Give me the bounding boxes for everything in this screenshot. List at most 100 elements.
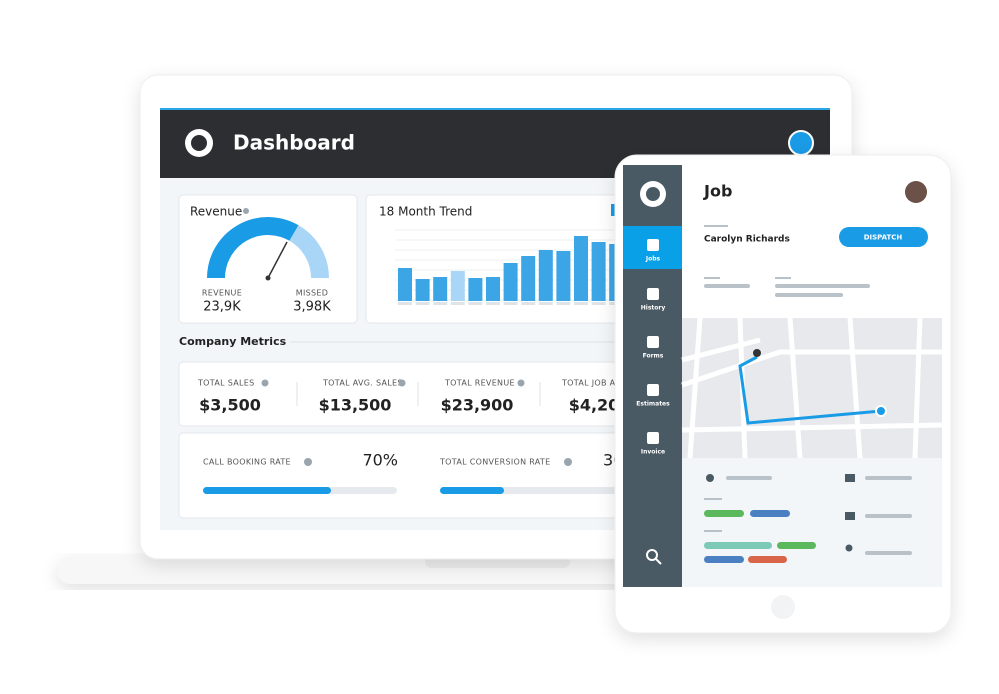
bar-shadow bbox=[415, 302, 430, 305]
gauge-needle bbox=[267, 241, 288, 279]
placeholder bbox=[726, 476, 772, 480]
bar bbox=[450, 271, 465, 301]
tag bbox=[704, 556, 744, 563]
info-icon bbox=[243, 208, 249, 214]
gauge-hub bbox=[265, 275, 271, 281]
rates-card bbox=[178, 432, 640, 519]
nav-icon[interactable] bbox=[647, 432, 659, 444]
nav-label[interactable]: Jobs bbox=[645, 256, 661, 263]
search-icon[interactable] bbox=[646, 549, 658, 561]
section-title: Company Metrics bbox=[179, 335, 287, 348]
user-icon bbox=[845, 544, 853, 552]
tablet: Jobs History Forms Estimates Invoice Job Car… bbox=[614, 154, 952, 634]
progress-fill bbox=[440, 487, 504, 494]
revenue-card bbox=[178, 194, 358, 324]
rate-value: 70% bbox=[362, 451, 398, 470]
chat-icon bbox=[845, 474, 855, 482]
tag bbox=[777, 542, 816, 549]
tag bbox=[704, 542, 772, 549]
logo-mark bbox=[646, 187, 660, 201]
job-title: Job bbox=[703, 182, 732, 201]
bar bbox=[556, 251, 571, 301]
placeholder bbox=[865, 551, 912, 555]
placeholder bbox=[865, 514, 912, 518]
nav-icon[interactable] bbox=[647, 239, 659, 251]
nav-label[interactable]: History bbox=[641, 305, 666, 312]
nav-icon[interactable] bbox=[647, 384, 659, 396]
bar-shadow bbox=[538, 302, 553, 305]
info-icon bbox=[398, 379, 406, 387]
tag bbox=[704, 510, 744, 517]
gauge-icon[interactable] bbox=[788, 130, 814, 156]
card-title: 18 Month Trend bbox=[379, 205, 472, 219]
bar-shadow bbox=[521, 302, 536, 305]
bar-shadow bbox=[398, 302, 412, 305]
placeholder bbox=[865, 476, 912, 480]
nav-label[interactable]: Forms bbox=[643, 353, 664, 360]
nav-label[interactable]: Estimates bbox=[636, 401, 670, 408]
gauge-remaining bbox=[289, 225, 329, 279]
progress-fill bbox=[203, 487, 331, 494]
bar-shadow bbox=[503, 302, 518, 305]
bar-shadow bbox=[433, 302, 448, 305]
missed-value: 3,98K bbox=[293, 300, 331, 315]
rate-label: CALL BOOKING RATE bbox=[203, 458, 291, 467]
placeholder bbox=[775, 284, 870, 288]
missed-label: MISSED bbox=[296, 289, 328, 298]
bar-shadow bbox=[486, 302, 500, 305]
bar-shadow bbox=[450, 302, 465, 305]
bar bbox=[521, 256, 536, 301]
tag bbox=[750, 510, 790, 517]
bar-shadow bbox=[468, 302, 483, 305]
metric-label: TOTAL AVG. SALES bbox=[322, 379, 403, 388]
metric-label: TOTAL JOB AV bbox=[561, 379, 621, 388]
nav-icon[interactable] bbox=[647, 336, 659, 348]
bar bbox=[415, 279, 430, 301]
metrics-card bbox=[178, 361, 640, 427]
bar bbox=[503, 263, 518, 301]
metric-value: $4,20 bbox=[569, 396, 620, 415]
metric-label: TOTAL REVENUE bbox=[444, 379, 515, 388]
card-title: Revenue bbox=[190, 205, 242, 219]
bell-icon bbox=[706, 474, 714, 482]
header-title: Dashboard bbox=[233, 131, 355, 155]
metric-value: $3,500 bbox=[199, 396, 261, 415]
dispatch-label[interactable]: DISPATCH bbox=[864, 234, 903, 242]
nav: Jobs History Forms Estimates Invoice bbox=[636, 239, 670, 456]
revenue-value: 23,9K bbox=[203, 300, 241, 315]
info-icon bbox=[517, 379, 525, 387]
bar-shadow bbox=[591, 302, 606, 305]
logo-mark bbox=[191, 135, 207, 151]
info-icon bbox=[304, 458, 312, 466]
placeholder bbox=[704, 277, 720, 279]
placeholder bbox=[704, 498, 722, 500]
bar bbox=[468, 278, 483, 301]
placeholder bbox=[704, 284, 750, 288]
bar bbox=[538, 250, 553, 301]
placeholder bbox=[775, 293, 843, 297]
bar-shadow bbox=[556, 302, 571, 305]
bar bbox=[574, 236, 588, 301]
customer-name: Carolyn Richards bbox=[704, 235, 790, 245]
metrics: TOTAL SALES $3,500 TOTAL AVG. SALES $13,500… bbox=[197, 379, 621, 415]
legend-chip bbox=[611, 204, 617, 216]
metric-value: $13,500 bbox=[319, 396, 392, 415]
search-icon-handle bbox=[655, 558, 662, 565]
metric-label: TOTAL SALES bbox=[197, 379, 255, 388]
home-button bbox=[771, 595, 795, 619]
bar bbox=[433, 277, 448, 301]
tag bbox=[748, 556, 787, 563]
dispatch-button[interactable] bbox=[839, 227, 928, 247]
nav-icon[interactable] bbox=[647, 288, 659, 300]
nav-label[interactable]: Invoice bbox=[641, 449, 665, 456]
map-roads bbox=[681, 317, 943, 459]
bar bbox=[398, 268, 412, 301]
map-pin bbox=[753, 349, 761, 357]
bar bbox=[591, 242, 606, 301]
metric-value: $23,900 bbox=[441, 396, 514, 415]
route bbox=[738, 355, 882, 425]
rate-label: TOTAL CONVERSION RATE bbox=[439, 458, 550, 467]
